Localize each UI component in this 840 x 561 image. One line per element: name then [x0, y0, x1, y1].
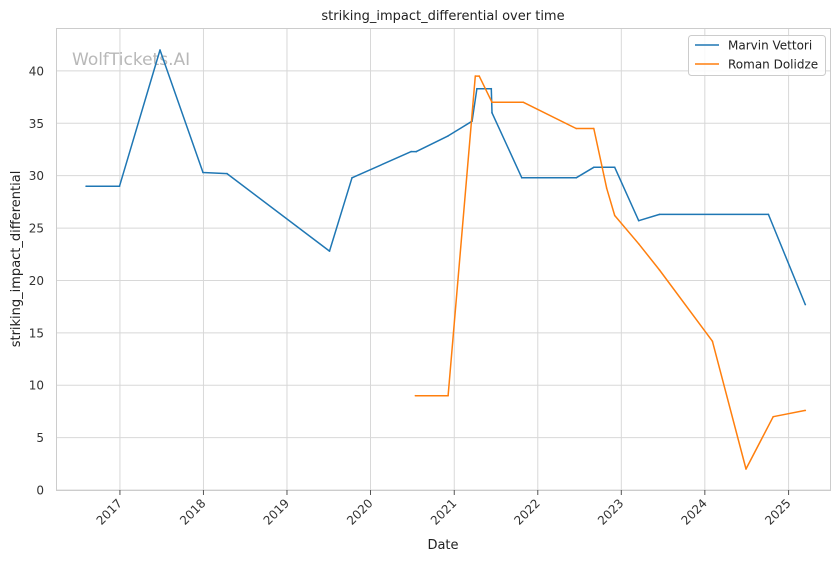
- y-tick-label: 40: [29, 64, 44, 78]
- x-tick-label: 2024: [678, 496, 709, 527]
- x-tick-label: 2017: [94, 496, 125, 527]
- x-tick-label: 2021: [428, 496, 459, 527]
- y-tick-label: 10: [29, 379, 44, 393]
- data-point: [476, 87, 478, 90]
- legend-frame: [688, 35, 826, 76]
- data-point: [491, 101, 493, 104]
- data-point: [447, 135, 449, 137]
- y-tick-label: 15: [29, 326, 44, 340]
- plot-frame: [56, 28, 831, 491]
- data-point: [711, 340, 714, 343]
- x-tick-label: 2018: [177, 496, 208, 527]
- data-point: [767, 213, 770, 216]
- data-point: [521, 177, 523, 179]
- data-point: [804, 303, 807, 306]
- data-point: [328, 250, 331, 252]
- data-point: [745, 468, 747, 470]
- y-tick-label: 20: [29, 274, 44, 288]
- legend-label-roman-dolidze: Roman Dolidze: [728, 58, 818, 72]
- data-point: [522, 101, 525, 104]
- y-tick-label: 5: [36, 431, 44, 445]
- data-point: [491, 112, 493, 114]
- data-point: [159, 49, 161, 51]
- x-tick-label: 2025: [762, 496, 793, 527]
- data-point: [637, 243, 640, 245]
- data-point: [658, 213, 661, 216]
- series-line-roman-dolidze: [415, 75, 806, 470]
- data-point: [575, 127, 577, 130]
- data-point: [202, 171, 204, 174]
- x-tick-label: 2019: [261, 496, 292, 527]
- data-point: [490, 87, 493, 90]
- data-point: [804, 409, 807, 412]
- data-point: [414, 394, 417, 397]
- data-point: [637, 219, 640, 222]
- chart-title: striking_impact_differential over time: [321, 9, 564, 24]
- data-point: [351, 177, 353, 179]
- legend: Marvin Vettori Roman Dolidze: [688, 35, 826, 76]
- legend-label-marvin-vettori: Marvin Vettori: [728, 39, 812, 53]
- data-point: [118, 185, 121, 187]
- data-point: [613, 214, 616, 217]
- series-line-marvin-vettori: [86, 49, 806, 305]
- data-point: [575, 177, 577, 179]
- data-point: [605, 187, 608, 190]
- x-tick-label: 2022: [511, 496, 542, 527]
- data-point: [226, 172, 228, 175]
- grid: [57, 29, 830, 491]
- y-tick-label: 30: [29, 169, 44, 183]
- series-lines: [85, 49, 807, 470]
- data-point: [772, 415, 774, 418]
- x-tick-label: 2023: [595, 496, 626, 527]
- data-point: [447, 394, 449, 397]
- data-point: [478, 75, 481, 77]
- data-point: [593, 127, 595, 130]
- data-point: [658, 269, 661, 271]
- data-point: [474, 75, 477, 77]
- data-point: [85, 185, 87, 187]
- watermark: WolfTickets.AI: [72, 50, 190, 70]
- y-tick-label: 25: [29, 222, 44, 236]
- data-point: [410, 150, 413, 153]
- y-tick-label: 0: [36, 484, 44, 498]
- x-axis-label: Date: [427, 538, 458, 553]
- data-point: [593, 166, 595, 169]
- y-tick-label: 35: [29, 117, 44, 131]
- y-axis-label: striking_impact_differential: [9, 171, 24, 348]
- data-point: [613, 166, 616, 169]
- x-tick-label: 2020: [344, 496, 375, 527]
- data-point: [415, 150, 418, 153]
